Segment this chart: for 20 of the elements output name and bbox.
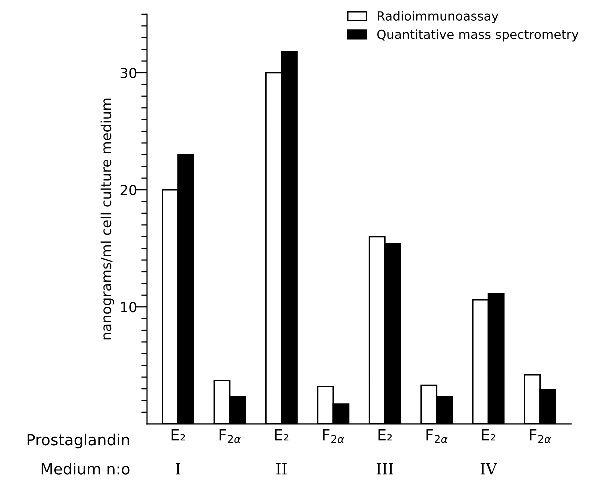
- x-tick-label: E₂: [275, 429, 289, 441]
- x-tick-label: E₂: [482, 429, 496, 441]
- x-tick-label: E₂: [172, 429, 186, 441]
- x-tick-label: F$_{2α}$: [220, 429, 242, 444]
- text: Prostaglandin: [28, 434, 130, 449]
- text: III: [376, 464, 394, 475]
- y-axis-title: nanograms/ml cell culture medium: [100, 98, 114, 340]
- text: II: [276, 464, 287, 475]
- x-tick-label: F$_{2α}$: [426, 429, 448, 444]
- y-tick-label: 20: [120, 185, 137, 196]
- x-tick-label: E₂: [378, 429, 392, 441]
- text: I: [176, 464, 180, 475]
- text: Medium n:o: [42, 463, 130, 475]
- x-tick-label: F$_{2α}$: [323, 429, 344, 444]
- legend-label: Quantitative mass spectrometry: [377, 30, 579, 42]
- y-tick-label: 10: [121, 302, 137, 313]
- legend-label: Radioimmunoassay: [378, 11, 499, 24]
- text: IV: [480, 464, 498, 475]
- y-tick-label: 30: [120, 68, 137, 78]
- x-tick-label: F$_{2α}$: [530, 429, 552, 444]
